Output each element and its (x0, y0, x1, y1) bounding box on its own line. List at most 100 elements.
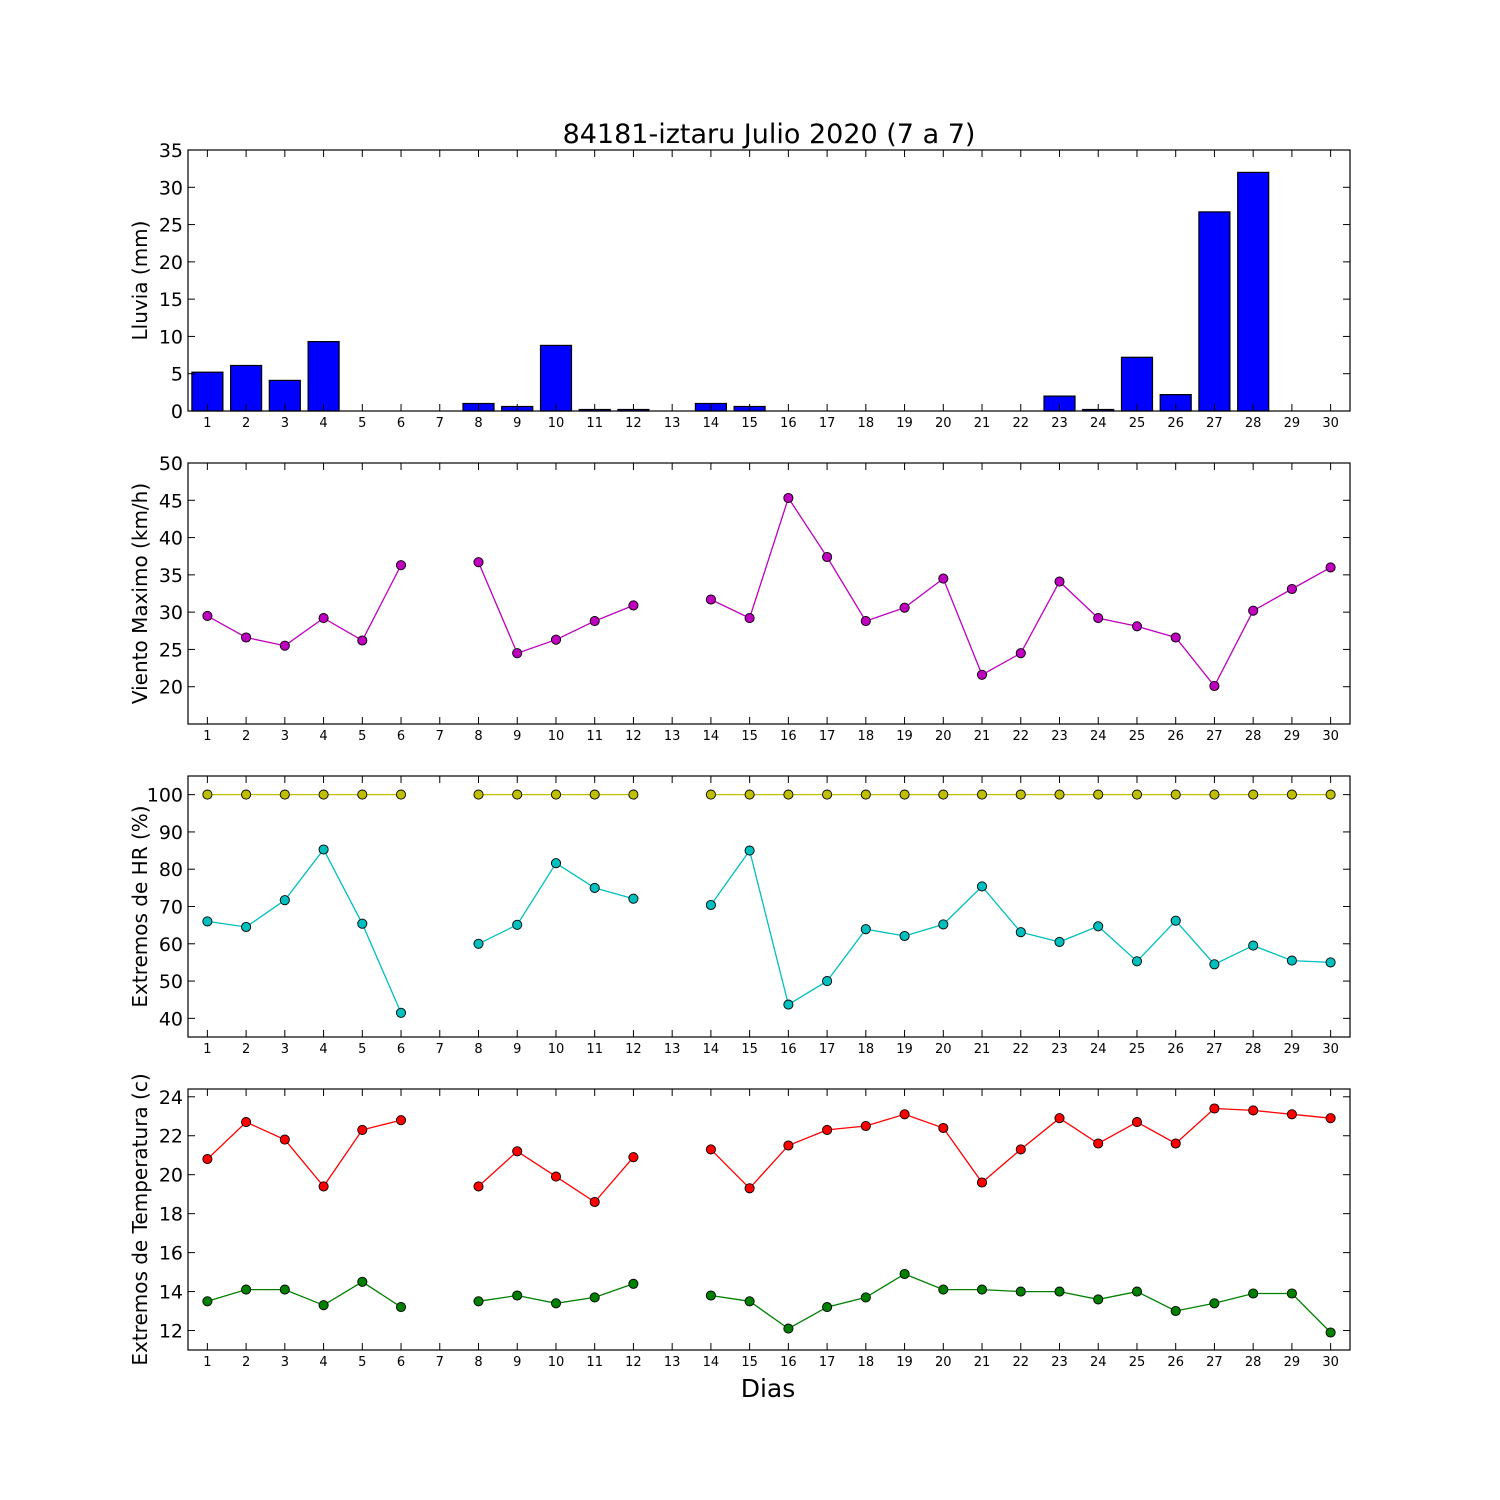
series-1-point-day-26 (1170, 789, 1181, 800)
x-tick-label: 20 (935, 1042, 952, 1057)
y-tick-label: 40 (159, 528, 183, 550)
series-1-line-segment-1 (206, 1119, 402, 1188)
y-tick-label: 50 (159, 453, 183, 475)
series-2-point-day-18 (860, 1292, 871, 1303)
series-1-point-day-24 (1093, 789, 1104, 800)
series-2-point-day-22 (1015, 1286, 1026, 1297)
x-tick-label: 26 (1167, 729, 1184, 744)
x-tick-label: 13 (664, 416, 681, 431)
x-tick-label: 22 (1012, 1355, 1029, 1370)
series-2-point-day-26 (1170, 1305, 1181, 1317)
y-tick-label: 14 (159, 1282, 183, 1304)
series-2-point-day-20 (938, 919, 949, 930)
bar-day-28 (1237, 171, 1270, 412)
x-tick-label: 9 (513, 416, 521, 431)
series-2-point-day-23 (1054, 1286, 1065, 1297)
series-1-point-day-21 (976, 669, 988, 680)
x-tick-label: 23 (1051, 729, 1068, 744)
x-tick-label: 8 (474, 1355, 482, 1370)
series-1-point-day-28 (1248, 605, 1259, 616)
y-axis-label: Extremos de HR (%) (128, 805, 152, 1007)
x-tick-label: 18 (858, 1355, 875, 1370)
series-2-point-day-26 (1170, 915, 1181, 926)
x-tick-label: 23 (1051, 1042, 1068, 1057)
series-2-point-day-5 (357, 918, 368, 929)
series-1-point-day-10 (550, 634, 562, 645)
x-tick-label: 22 (1012, 729, 1029, 744)
series-1-point-day-9 (512, 648, 523, 659)
x-tick-label: 3 (281, 1042, 289, 1057)
series-2-point-day-19 (899, 1268, 910, 1280)
series-1-point-day-5 (357, 635, 368, 646)
series-2-point-day-2 (241, 1284, 252, 1295)
x-tick-label: 25 (1129, 416, 1146, 431)
series-1-point-day-4 (318, 613, 329, 624)
x-tick-label: 19 (896, 416, 913, 431)
x-tick-label: 8 (474, 416, 482, 431)
series-1-point-day-15 (744, 1183, 755, 1194)
series-1-point-day-19 (899, 789, 910, 800)
y-axis-label: Viento Maximo (km/h) (128, 483, 152, 704)
y-tick-label: 22 (159, 1126, 183, 1148)
series-1-point-day-12 (628, 1152, 639, 1163)
x-tick-label: 15 (741, 1042, 758, 1057)
x-tick-label: 11 (586, 1042, 603, 1057)
series-2-point-day-1 (202, 916, 213, 927)
series-2-point-day-2 (241, 921, 252, 933)
series-1-point-day-20 (938, 573, 949, 584)
series-1-point-day-5 (357, 1124, 368, 1135)
x-tick-label: 15 (741, 1355, 758, 1370)
series-1-point-day-20 (938, 789, 949, 800)
series-2-point-day-8 (473, 1296, 484, 1307)
series-2-point-day-14 (705, 1290, 716, 1301)
series-1-point-day-14 (705, 594, 716, 605)
series-2-point-day-9 (512, 1290, 523, 1301)
series-2-point-day-6 (395, 1007, 407, 1018)
plot-frame (187, 775, 1351, 1038)
x-tick-label: 18 (858, 729, 875, 744)
series-2-point-day-25 (1131, 956, 1143, 967)
x-tick-label: 4 (319, 416, 327, 431)
x-tick-label: 24 (1090, 1355, 1107, 1370)
series-1-point-day-15 (744, 613, 755, 624)
x-tick-label: 20 (935, 729, 952, 744)
x-tick-label: 16 (780, 416, 797, 431)
series-2-point-day-29 (1286, 955, 1297, 966)
series-1-point-day-17 (822, 1124, 833, 1135)
series-1-point-day-25 (1131, 1117, 1143, 1128)
y-tick-label: 15 (159, 289, 183, 311)
x-tick-label: 10 (548, 416, 565, 431)
x-tick-label: 19 (896, 1355, 913, 1370)
y-tick-label: 100 (147, 785, 183, 807)
x-tick-label: 13 (664, 729, 681, 744)
x-tick-label: 17 (819, 1355, 836, 1370)
y-tick-label: 0 (171, 401, 183, 423)
series-1-point-day-23 (1054, 576, 1065, 587)
series-2-point-day-4 (318, 844, 329, 855)
series-1-point-day-22 (1015, 648, 1026, 659)
series-2-point-day-23 (1054, 936, 1065, 947)
y-tick-label: 24 (159, 1087, 183, 1109)
series-1-point-day-24 (1093, 613, 1104, 624)
x-tick-label: 21 (974, 1042, 991, 1057)
series-2-line-segment-1 (207, 848, 402, 1014)
bar-day-25 (1120, 356, 1154, 412)
y-tick-label: 40 (159, 1008, 183, 1030)
bar-day-2 (230, 364, 263, 412)
series-2-point-day-19 (899, 930, 910, 942)
series-2-point-day-14 (705, 899, 716, 911)
series-1-point-day-12 (628, 600, 639, 611)
x-tick-label: 4 (319, 1042, 327, 1057)
series-1-point-day-2 (241, 632, 252, 643)
series-2-point-day-25 (1131, 1286, 1143, 1297)
series-2-point-day-16 (783, 999, 794, 1010)
series-1-point-day-4 (318, 1181, 329, 1192)
x-tick-label: 1 (203, 729, 211, 744)
y-tick-label: 20 (159, 1165, 183, 1187)
x-tick-label: 6 (397, 1042, 405, 1057)
x-tick-label: 8 (474, 1042, 482, 1057)
series-1-point-day-2 (241, 1117, 252, 1128)
series-1-point-day-23 (1054, 789, 1065, 800)
